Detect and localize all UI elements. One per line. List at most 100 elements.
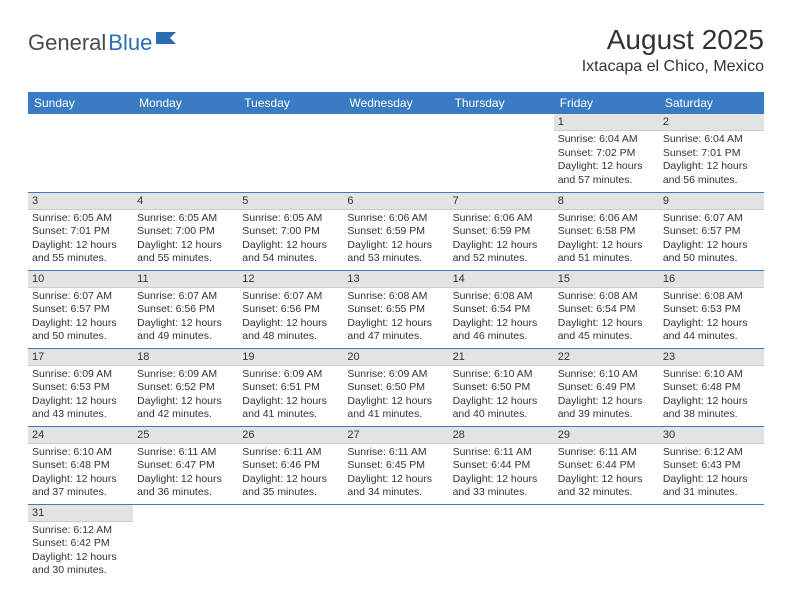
calendar-cell: 27Sunrise: 6:11 AMSunset: 6:45 PMDayligh… bbox=[343, 426, 448, 504]
day-data-line: Sunrise: 6:08 AM bbox=[558, 290, 655, 304]
header: General Blue August 2025 Ixtacapa el Chi… bbox=[28, 24, 764, 76]
day-data: Sunrise: 6:05 AMSunset: 7:01 PMDaylight:… bbox=[28, 210, 133, 269]
day-data-line: Daylight: 12 hours bbox=[32, 473, 129, 487]
day-number: 7 bbox=[449, 193, 554, 210]
day-number: 30 bbox=[659, 427, 764, 444]
calendar-cell: 16Sunrise: 6:08 AMSunset: 6:53 PMDayligh… bbox=[659, 270, 764, 348]
day-data-line: Daylight: 12 hours bbox=[453, 473, 550, 487]
calendar-cell bbox=[659, 504, 764, 582]
day-data: Sunrise: 6:11 AMSunset: 6:47 PMDaylight:… bbox=[133, 444, 238, 503]
day-number: 13 bbox=[343, 271, 448, 288]
day-number: 1 bbox=[554, 114, 659, 131]
day-number: 25 bbox=[133, 427, 238, 444]
day-data-line: Sunrise: 6:11 AM bbox=[137, 446, 234, 460]
day-data-line: Daylight: 12 hours bbox=[663, 395, 760, 409]
day-data: Sunrise: 6:08 AMSunset: 6:54 PMDaylight:… bbox=[449, 288, 554, 347]
day-data-line: Daylight: 12 hours bbox=[558, 239, 655, 253]
day-data-line: and 45 minutes. bbox=[558, 330, 655, 344]
day-data-line: and 52 minutes. bbox=[453, 252, 550, 266]
day-number: 11 bbox=[133, 271, 238, 288]
day-data-line: Daylight: 12 hours bbox=[32, 317, 129, 331]
day-data-line: Daylight: 12 hours bbox=[558, 160, 655, 174]
day-data-line: Sunrise: 6:12 AM bbox=[663, 446, 760, 460]
day-data-line: Sunset: 7:02 PM bbox=[558, 147, 655, 161]
day-data-line: Daylight: 12 hours bbox=[137, 473, 234, 487]
day-data-line: Daylight: 12 hours bbox=[242, 395, 339, 409]
day-data-line: Sunset: 6:55 PM bbox=[347, 303, 444, 317]
calendar-cell bbox=[238, 114, 343, 192]
day-data-line: Sunset: 6:59 PM bbox=[347, 225, 444, 239]
day-data: Sunrise: 6:11 AMSunset: 6:46 PMDaylight:… bbox=[238, 444, 343, 503]
day-data-line: Daylight: 12 hours bbox=[347, 473, 444, 487]
day-data-line: Sunset: 7:00 PM bbox=[242, 225, 339, 239]
calendar-week-row: 10Sunrise: 6:07 AMSunset: 6:57 PMDayligh… bbox=[28, 270, 764, 348]
day-data: Sunrise: 6:08 AMSunset: 6:53 PMDaylight:… bbox=[659, 288, 764, 347]
day-data-line: Sunset: 7:01 PM bbox=[32, 225, 129, 239]
day-data-line: Sunset: 6:58 PM bbox=[558, 225, 655, 239]
calendar-cell bbox=[554, 504, 659, 582]
calendar-cell: 10Sunrise: 6:07 AMSunset: 6:57 PMDayligh… bbox=[28, 270, 133, 348]
day-number: 5 bbox=[238, 193, 343, 210]
day-number: 26 bbox=[238, 427, 343, 444]
location: Ixtacapa el Chico, Mexico bbox=[582, 58, 764, 76]
day-number: 27 bbox=[343, 427, 448, 444]
day-data-line: and 51 minutes. bbox=[558, 252, 655, 266]
weekday-header: Thursday bbox=[449, 92, 554, 114]
day-data-line: Sunrise: 6:09 AM bbox=[32, 368, 129, 382]
day-number: 17 bbox=[28, 349, 133, 366]
day-number: 21 bbox=[449, 349, 554, 366]
day-data-line: Daylight: 12 hours bbox=[558, 473, 655, 487]
day-data-line: and 50 minutes. bbox=[663, 252, 760, 266]
day-data-line: Sunset: 6:52 PM bbox=[137, 381, 234, 395]
day-data-line: Sunrise: 6:08 AM bbox=[453, 290, 550, 304]
day-number: 2 bbox=[659, 114, 764, 131]
day-data-line: Sunrise: 6:07 AM bbox=[32, 290, 129, 304]
day-data-line: Sunrise: 6:08 AM bbox=[347, 290, 444, 304]
calendar-header-row: Sunday Monday Tuesday Wednesday Thursday… bbox=[28, 92, 764, 114]
day-number: 23 bbox=[659, 349, 764, 366]
day-data-line: Daylight: 12 hours bbox=[347, 239, 444, 253]
day-data-line: Sunset: 6:56 PM bbox=[137, 303, 234, 317]
day-data-line: Sunset: 6:54 PM bbox=[558, 303, 655, 317]
day-data-line: Daylight: 12 hours bbox=[32, 239, 129, 253]
day-data-line: and 30 minutes. bbox=[32, 564, 129, 578]
day-data-line: Sunset: 6:44 PM bbox=[453, 459, 550, 473]
day-data: Sunrise: 6:11 AMSunset: 6:44 PMDaylight:… bbox=[449, 444, 554, 503]
calendar-week-row: 1Sunrise: 6:04 AMSunset: 7:02 PMDaylight… bbox=[28, 114, 764, 192]
day-data-line: Sunset: 6:43 PM bbox=[663, 459, 760, 473]
calendar-cell bbox=[238, 504, 343, 582]
day-data-line: Sunset: 6:50 PM bbox=[453, 381, 550, 395]
day-data: Sunrise: 6:12 AMSunset: 6:43 PMDaylight:… bbox=[659, 444, 764, 503]
day-data-line: Sunset: 6:45 PM bbox=[347, 459, 444, 473]
calendar-cell bbox=[28, 114, 133, 192]
calendar-week-row: 3Sunrise: 6:05 AMSunset: 7:01 PMDaylight… bbox=[28, 192, 764, 270]
calendar-cell: 19Sunrise: 6:09 AMSunset: 6:51 PMDayligh… bbox=[238, 348, 343, 426]
calendar-cell: 14Sunrise: 6:08 AMSunset: 6:54 PMDayligh… bbox=[449, 270, 554, 348]
calendar-cell: 25Sunrise: 6:11 AMSunset: 6:47 PMDayligh… bbox=[133, 426, 238, 504]
day-data-line: Daylight: 12 hours bbox=[453, 395, 550, 409]
day-data-line: Sunrise: 6:11 AM bbox=[558, 446, 655, 460]
day-data: Sunrise: 6:07 AMSunset: 6:56 PMDaylight:… bbox=[238, 288, 343, 347]
calendar-cell: 20Sunrise: 6:09 AMSunset: 6:50 PMDayligh… bbox=[343, 348, 448, 426]
day-data-line: Daylight: 12 hours bbox=[663, 160, 760, 174]
day-number: 31 bbox=[28, 505, 133, 522]
day-data-line: and 42 minutes. bbox=[137, 408, 234, 422]
day-data: Sunrise: 6:09 AMSunset: 6:53 PMDaylight:… bbox=[28, 366, 133, 425]
calendar-cell: 24Sunrise: 6:10 AMSunset: 6:48 PMDayligh… bbox=[28, 426, 133, 504]
day-number: 16 bbox=[659, 271, 764, 288]
day-number: 4 bbox=[133, 193, 238, 210]
day-data: Sunrise: 6:08 AMSunset: 6:55 PMDaylight:… bbox=[343, 288, 448, 347]
day-data-line: and 37 minutes. bbox=[32, 486, 129, 500]
day-data-line: Daylight: 12 hours bbox=[558, 395, 655, 409]
day-data-line: Daylight: 12 hours bbox=[453, 239, 550, 253]
day-number: 19 bbox=[238, 349, 343, 366]
day-data: Sunrise: 6:10 AMSunset: 6:48 PMDaylight:… bbox=[659, 366, 764, 425]
day-data: Sunrise: 6:10 AMSunset: 6:49 PMDaylight:… bbox=[554, 366, 659, 425]
day-number: 28 bbox=[449, 427, 554, 444]
day-data-line: Sunrise: 6:06 AM bbox=[453, 212, 550, 226]
day-data: Sunrise: 6:07 AMSunset: 6:57 PMDaylight:… bbox=[28, 288, 133, 347]
day-number: 8 bbox=[554, 193, 659, 210]
calendar-week-row: 24Sunrise: 6:10 AMSunset: 6:48 PMDayligh… bbox=[28, 426, 764, 504]
day-data-line: Sunrise: 6:09 AM bbox=[137, 368, 234, 382]
title-block: August 2025 Ixtacapa el Chico, Mexico bbox=[582, 24, 764, 76]
